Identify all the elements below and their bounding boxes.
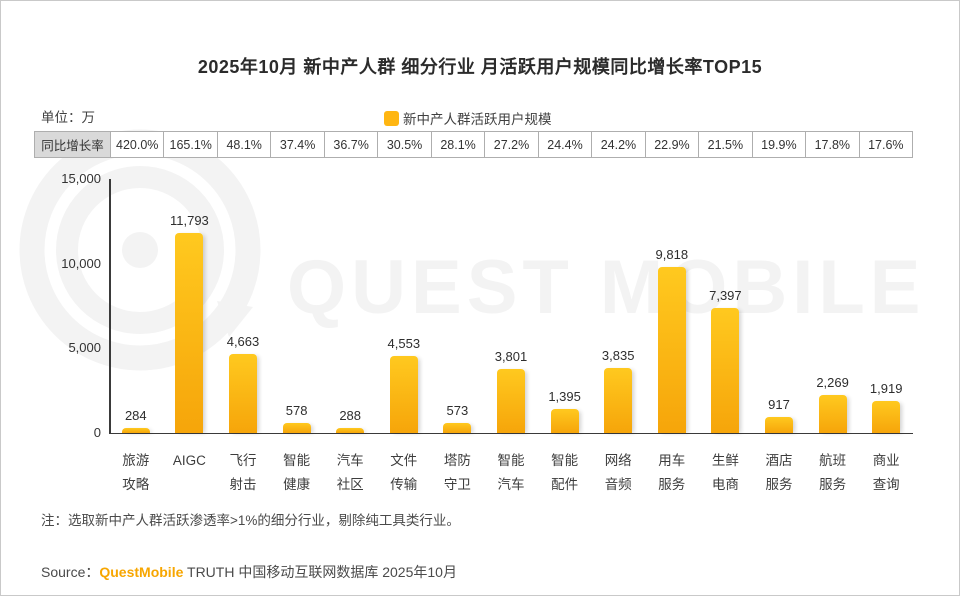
bar-value-label: 4,663 (226, 334, 260, 350)
y-axis-line (109, 179, 111, 433)
growth-rate-header-cell: 同比增长率 (34, 131, 111, 158)
bar-酒店服务 (765, 417, 793, 433)
growth-rate-cell: 165.1% (164, 131, 218, 158)
bar-value-label: 578 (285, 403, 308, 419)
bar-value-label: 2,269 (816, 374, 849, 390)
growth-rate-cell: 24.4% (538, 131, 593, 158)
x-axis-category-label: 网络 音频 (604, 453, 632, 492)
legend: 新中产人群活跃用户规模 (384, 108, 552, 128)
bar-网络音频 (604, 368, 633, 433)
x-axis-category-label: 塔防 守卫 (443, 453, 471, 492)
y-axis-tick-label: 15,000 (61, 171, 101, 186)
bar-value-label: 573 (446, 403, 469, 419)
x-axis-category-label: 汽车 社区 (336, 453, 364, 492)
growth-rate-cell: 30.5% (378, 131, 432, 158)
bar-智能汽车 (497, 368, 525, 433)
y-axis-tick-label: 5,000 (68, 340, 101, 356)
growth-rate-cell: 37.4% (271, 131, 325, 158)
x-axis-category-label: 航班 服务 (819, 453, 847, 492)
growth-rate-cell: 420.0% (111, 131, 165, 158)
x-axis-category-label: 用车 服务 (658, 453, 686, 492)
source-suffix: TRUTH 中国移动互联网数据库 2025年10月 (183, 564, 457, 580)
growth-rate-cell: 17.6% (859, 131, 914, 158)
bar-生鲜电商 (711, 307, 740, 433)
bar-塔防守卫 (443, 423, 472, 433)
bar-航班服务 (818, 394, 847, 433)
growth-rate-cell: 27.2% (485, 131, 539, 158)
y-axis-tick-label: 10,000 (61, 255, 101, 271)
x-axis-category-label: 商业 查询 (872, 453, 900, 492)
bar-value-label: 917 (768, 397, 790, 413)
bar-value-label: 3,835 (601, 348, 635, 364)
x-axis-category-label: 智能 汽车 (497, 453, 525, 492)
legend-label: 新中产人群活跃用户规模 (403, 112, 552, 127)
x-axis-category-label: AIGC (172, 453, 206, 468)
x-axis-category-label: 飞行 射击 (229, 453, 257, 492)
growth-rate-cell: 48.1% (217, 131, 272, 158)
x-axis-category-label: 酒店 服务 (765, 453, 793, 492)
growth-rate-table: 同比增长率 420.0% 165.1% 48.1% 37.4% 36.7% 30.5% 28… (34, 131, 914, 158)
bar-AIGC (175, 233, 204, 433)
growth-rate-cell: 21.5% (699, 131, 753, 158)
bar-value-label: 11,793 (169, 213, 209, 229)
bar-文件传输 (389, 355, 418, 433)
x-axis-category-label: 智能 配件 (551, 453, 579, 492)
x-axis-category-label: 文件 传输 (390, 453, 418, 492)
bar-商业查询 (872, 400, 901, 433)
x-axis-category-label: 旅游 攻略 (122, 453, 150, 492)
bar-value-label: 9,818 (655, 246, 689, 262)
bar-旅游攻略 (121, 428, 150, 433)
growth-rate-cell: 24.2% (592, 131, 646, 158)
bar-value-label: 3,801 (494, 348, 528, 364)
x-axis-category-label: 智能 健康 (283, 453, 311, 492)
bar-value-label: 4,553 (387, 335, 421, 351)
bar-value-label: 7,397 (709, 287, 742, 303)
bar-智能配件 (550, 409, 579, 433)
footnote: 注：选取新中产人群活跃渗透率>1%的细分行业，剔除纯工具类行业。 (41, 513, 460, 528)
page-title: 2025年10月 新中产人群 细分行业 月活跃用户规模同比增长率TOP15 (197, 57, 763, 77)
bar-用车服务 (657, 266, 686, 433)
bar-value-label: 288 (339, 408, 362, 424)
growth-rate-cell: 19.9% (752, 131, 807, 158)
bar-value-label: 1,919 (869, 380, 903, 396)
unit-label: 单位：万 (41, 110, 95, 125)
growth-rate-cell: 28.1% (431, 131, 486, 158)
growth-rate-cell: 22.9% (645, 131, 700, 158)
source-line: Source：QuestMobile TRUTH 中国移动互联网数据库 2025… (41, 562, 457, 582)
growth-rate-cell: 36.7% (324, 131, 379, 158)
growth-rate-cell: 17.8% (806, 131, 860, 158)
bar-智能健康 (282, 423, 311, 433)
y-axis-tick-label: 0 (93, 425, 101, 440)
bar-value-label: 284 (124, 408, 147, 424)
bar-value-label: 1,395 (548, 389, 581, 405)
bar-汽车社区 (336, 428, 365, 433)
source-brand: QuestMobile (99, 564, 184, 580)
legend-swatch-icon (384, 110, 399, 126)
x-axis-category-label: 生鲜 电商 (711, 453, 739, 492)
x-axis-line (109, 432, 913, 435)
bar-飞行射击 (229, 354, 257, 433)
source-prefix: Source： (41, 564, 100, 580)
